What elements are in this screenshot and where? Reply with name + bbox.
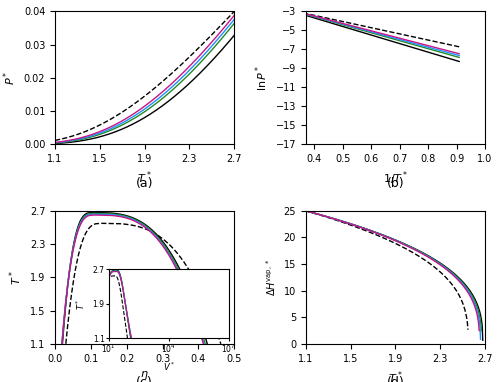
X-axis label: $T^*$: $T^*$ [137,170,152,186]
Text: (b): (b) [386,177,404,190]
Text: (a): (a) [136,177,154,190]
Y-axis label: $T^*$: $T^*$ [8,270,24,285]
X-axis label: $1/T^*$: $1/T^*$ [382,170,408,187]
Text: (c): (c) [136,376,153,382]
X-axis label: $\eta$: $\eta$ [140,369,149,381]
X-axis label: $T^*$: $T^*$ [388,369,403,382]
Y-axis label: $\ln P^*$: $\ln P^*$ [254,65,270,91]
Y-axis label: $P^*$: $P^*$ [2,71,18,85]
Text: (d): (d) [386,376,404,382]
Y-axis label: $\Delta H^{\rm vap,*}$: $\Delta H^{\rm vap,*}$ [264,259,278,296]
